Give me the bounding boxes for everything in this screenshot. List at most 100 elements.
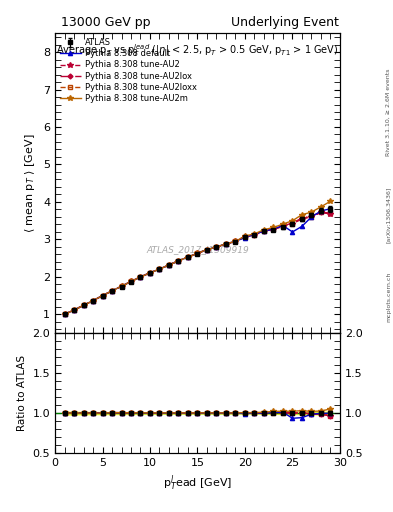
Pythia 8.308 tune-AU2m [290,218,295,224]
Pythia 8.308 tune-AU2loxx [185,254,190,260]
Pythia 8.308 tune-AU2lox [176,258,181,264]
Pythia 8.308 tune-AU2m [252,231,257,237]
Pythia 8.308 default [91,297,95,304]
Text: mcplots.cern.ch: mcplots.cern.ch [386,272,391,322]
Pythia 8.308 tune-AU2m [309,209,314,215]
Pythia 8.308 default [185,254,190,260]
Pythia 8.308 tune-AU2 [281,223,285,229]
Pythia 8.308 tune-AU2lox [129,279,133,285]
Pythia 8.308 tune-AU2m [72,307,76,313]
Pythia 8.308 tune-AU2loxx [72,307,76,313]
Pythia 8.308 tune-AU2loxx [290,221,295,227]
Pythia 8.308 tune-AU2loxx [148,270,152,276]
Pythia 8.308 tune-AU2lox [252,231,257,238]
Pythia 8.308 tune-AU2loxx [281,223,285,229]
Pythia 8.308 default [119,283,124,289]
Pythia 8.308 tune-AU2lox [309,213,314,219]
Pythia 8.308 tune-AU2 [72,307,76,313]
Pythia 8.308 tune-AU2lox [290,220,295,226]
Pythia 8.308 default [319,208,323,214]
Pythia 8.308 tune-AU2m [167,262,171,268]
Pythia 8.308 default [195,250,200,257]
Pythia 8.308 tune-AU2loxx [195,250,200,257]
Pythia 8.308 tune-AU2 [262,228,266,234]
Pythia 8.308 tune-AU2lox [81,303,86,309]
Pythia 8.308 tune-AU2loxx [119,283,124,289]
Pythia 8.308 default [252,231,257,237]
Pythia 8.308 tune-AU2 [81,303,86,309]
Line: Pythia 8.308 tune-AU2lox: Pythia 8.308 tune-AU2lox [63,210,332,316]
Line: Pythia 8.308 tune-AU2m: Pythia 8.308 tune-AU2m [62,199,333,317]
Pythia 8.308 tune-AU2 [214,244,219,250]
Pythia 8.308 default [129,279,133,285]
Y-axis label: Ratio to ATLAS: Ratio to ATLAS [17,355,27,431]
Pythia 8.308 tune-AU2lox [100,292,105,298]
Pythia 8.308 tune-AU2loxx [129,279,133,285]
Pythia 8.308 tune-AU2m [214,244,219,250]
Pythia 8.308 tune-AU2lox [214,244,219,250]
Pythia 8.308 tune-AU2m [262,227,266,233]
Text: ATLAS_2017_I1509919: ATLAS_2017_I1509919 [146,245,249,254]
Pythia 8.308 tune-AU2 [176,258,181,264]
Pythia 8.308 tune-AU2loxx [205,246,209,252]
Pythia 8.308 tune-AU2loxx [224,241,228,247]
Pythia 8.308 tune-AU2lox [110,288,114,294]
Pythia 8.308 tune-AU2 [195,250,200,257]
Pythia 8.308 default [110,288,114,294]
Pythia 8.308 tune-AU2m [91,297,95,304]
Pythia 8.308 tune-AU2m [185,254,190,260]
Pythia 8.308 tune-AU2lox [138,274,143,280]
Text: Average p$_{T}$ vs p$_{T}^{lead}$ (|$\eta$| < 2.5, p$_{T}$ > 0.5 GeV, p$_{T1}$ >: Average p$_{T}$ vs p$_{T}^{lead}$ (|$\et… [56,42,339,59]
Pythia 8.308 tune-AU2m [195,250,200,257]
Pythia 8.308 tune-AU2m [319,204,323,210]
Pythia 8.308 tune-AU2 [205,246,209,252]
Pythia 8.308 tune-AU2 [290,221,295,227]
Pythia 8.308 tune-AU2lox [148,270,152,276]
Pythia 8.308 tune-AU2 [167,262,171,268]
Pythia 8.308 tune-AU2loxx [271,226,276,232]
Pythia 8.308 default [167,262,171,268]
Pythia 8.308 tune-AU2 [148,270,152,276]
Pythia 8.308 tune-AU2lox [205,246,209,252]
Pythia 8.308 tune-AU2loxx [309,214,314,220]
Pythia 8.308 default [205,246,209,252]
Pythia 8.308 default [81,303,86,309]
Text: Rivet 3.1.10, ≥ 2.6M events: Rivet 3.1.10, ≥ 2.6M events [386,69,391,156]
Pythia 8.308 tune-AU2lox [271,226,276,232]
Legend: ATLAS, Pythia 8.308 default, Pythia 8.308 tune-AU2, Pythia 8.308 tune-AU2lox, Py: ATLAS, Pythia 8.308 default, Pythia 8.30… [57,36,200,105]
Pythia 8.308 tune-AU2lox [195,250,200,257]
Pythia 8.308 tune-AU2m [138,274,143,280]
Pythia 8.308 tune-AU2loxx [110,288,114,294]
Pythia 8.308 tune-AU2 [233,238,238,244]
Pythia 8.308 tune-AU2loxx [157,266,162,272]
Pythia 8.308 tune-AU2m [81,303,86,309]
Pythia 8.308 tune-AU2loxx [100,292,105,298]
Pythia 8.308 default [271,226,276,232]
Pythia 8.308 tune-AU2 [185,254,190,260]
Pythia 8.308 default [72,307,76,313]
Pythia 8.308 tune-AU2m [100,292,105,298]
Pythia 8.308 tune-AU2m [224,241,228,247]
Pythia 8.308 tune-AU2loxx [138,274,143,280]
Pythia 8.308 tune-AU2 [224,241,228,247]
Pythia 8.308 default [138,274,143,280]
Pythia 8.308 default [290,229,295,235]
Pythia 8.308 tune-AU2loxx [233,238,238,244]
Pythia 8.308 tune-AU2lox [233,238,238,244]
Pythia 8.308 tune-AU2lox [281,223,285,229]
Pythia 8.308 tune-AU2 [119,283,124,289]
Pythia 8.308 default [100,292,105,298]
Pythia 8.308 tune-AU2lox [91,297,95,304]
Pythia 8.308 tune-AU2loxx [176,258,181,264]
Pythia 8.308 default [224,241,228,247]
Pythia 8.308 default [176,258,181,264]
Pythia 8.308 tune-AU2 [271,226,276,232]
Pythia 8.308 tune-AU2m [205,246,209,252]
Pythia 8.308 tune-AU2lox [119,283,124,289]
Text: Underlying Event: Underlying Event [231,16,339,29]
Pythia 8.308 tune-AU2 [110,288,114,294]
Pythia 8.308 tune-AU2loxx [252,231,257,238]
Pythia 8.308 tune-AU2loxx [299,216,304,222]
Pythia 8.308 tune-AU2lox [299,215,304,221]
Pythia 8.308 tune-AU2m [176,258,181,264]
